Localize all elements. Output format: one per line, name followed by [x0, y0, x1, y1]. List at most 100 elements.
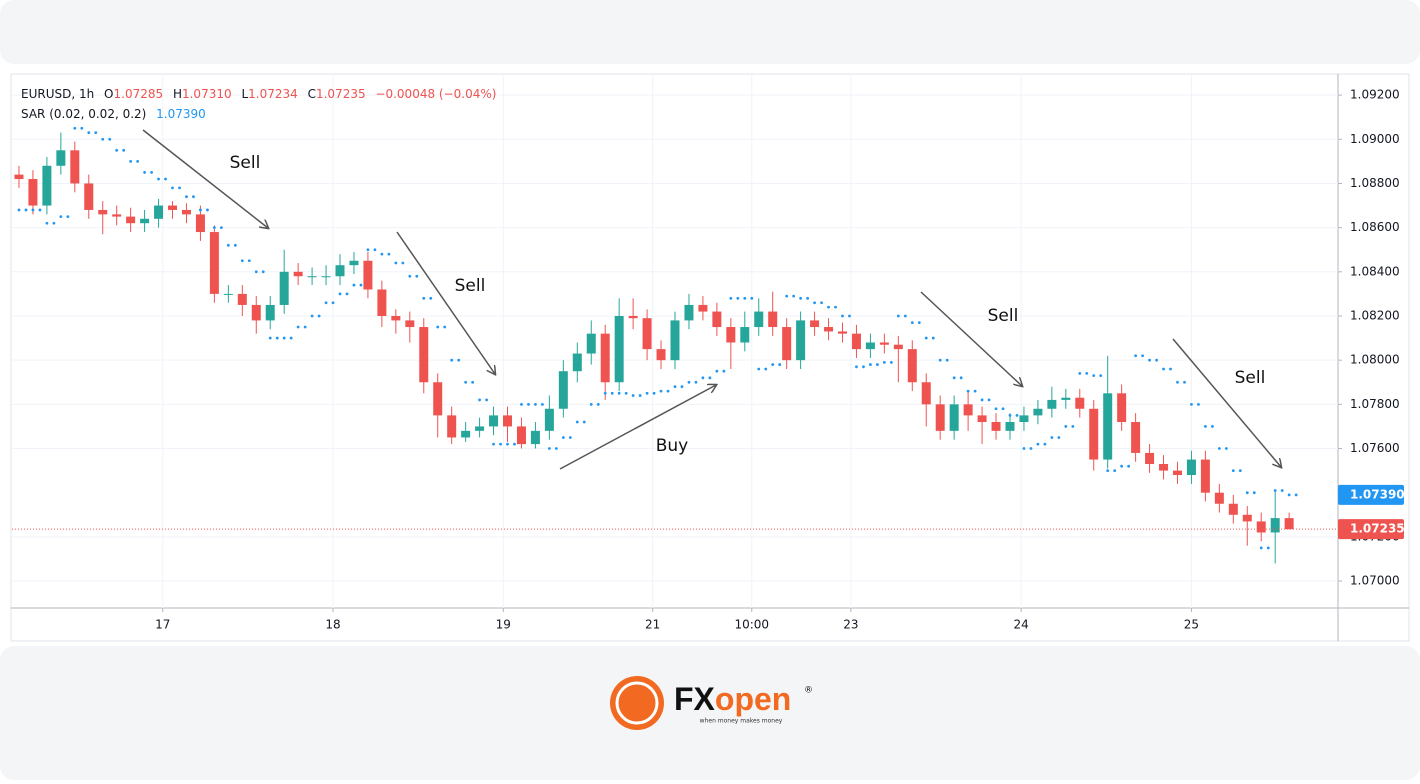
candle-body: [851, 333, 861, 350]
candle-body: [223, 293, 233, 295]
sar-dot: [464, 380, 468, 384]
sar-dot: [534, 402, 537, 406]
sar-dot: [952, 376, 956, 380]
sar-dot: [848, 314, 851, 318]
candle-body: [516, 426, 526, 445]
candle-body: [726, 327, 736, 343]
sar-dot: [261, 270, 265, 274]
sar-dot: [192, 195, 195, 199]
sar-dot: [722, 369, 726, 373]
sar-dot: [680, 385, 684, 389]
annotation-arrow: [1172, 338, 1281, 467]
candle-body: [28, 179, 38, 206]
sar-dot: [338, 292, 342, 296]
sar-dot: [1127, 464, 1131, 468]
candle-body: [307, 276, 317, 278]
sar-dot: [813, 301, 816, 305]
sar-dot: [1029, 447, 1033, 450]
sar-dot: [945, 358, 949, 362]
sar-dot: [568, 436, 572, 439]
sar-dot: [750, 296, 754, 300]
sar-dot: [687, 380, 691, 384]
sar-dot: [959, 376, 963, 380]
sar-dot: [24, 208, 28, 212]
change: −0.00048 (−0.04%): [375, 87, 496, 101]
sar-dot: [841, 314, 844, 318]
sar-dot: [624, 391, 628, 395]
sar-dot: [394, 261, 398, 265]
candle-body: [56, 150, 66, 166]
candle-body: [1117, 393, 1127, 423]
sar-dot: [122, 148, 126, 152]
sar-dot: [757, 367, 761, 371]
sar-dot: [938, 358, 942, 362]
candle-body: [865, 342, 875, 350]
brand: FXopen: [674, 681, 791, 717]
annotation-arrow: [920, 291, 1022, 386]
candle-body: [391, 315, 401, 321]
candle-body: [461, 430, 471, 438]
candle-body: [991, 422, 1001, 431]
candle-body: [837, 331, 847, 334]
candle-body: [405, 320, 415, 328]
ohlc-label: H: [173, 87, 182, 101]
brand-a: FX: [674, 681, 716, 717]
sar-dot: [17, 208, 21, 212]
sar-dot: [324, 301, 328, 305]
sar-dot: [806, 296, 810, 300]
sar-dot: [603, 391, 607, 395]
sar-dot: [366, 248, 370, 252]
sar-dot: [1148, 358, 1151, 362]
candle-body: [796, 320, 806, 361]
annotation: Sell: [1235, 368, 1266, 388]
sar-dot: [638, 394, 642, 397]
annotation: Buy: [656, 436, 689, 456]
sar-dot: [659, 389, 663, 393]
sar-dot: [827, 305, 830, 309]
sar-dot: [401, 261, 405, 265]
candle-body: [419, 327, 429, 383]
candle-body: [1131, 422, 1141, 453]
y-tick-label: 1.08000: [1350, 353, 1400, 367]
sar-dot: [282, 336, 286, 340]
sar-dot: [834, 305, 837, 309]
sar-dot: [1190, 402, 1193, 406]
sar-dot: [910, 321, 914, 325]
sar-dot: [924, 336, 928, 340]
x-tick-label: 17: [155, 618, 170, 632]
ohlc-value: 1.07235: [316, 87, 366, 101]
tagline: when money makes money: [700, 718, 783, 725]
chart-header: EURUSD, 1h O1.07285 H1.07310 L1.07234 C1…: [21, 87, 496, 101]
sar-dot: [331, 301, 335, 305]
sar-dot: [554, 447, 558, 450]
sar-dot: [422, 296, 426, 300]
sar-dot: [1106, 469, 1110, 473]
candle-body: [1047, 399, 1057, 409]
sar-dot: [66, 215, 70, 218]
sar-dot: [157, 177, 160, 181]
sar-dot: [1008, 413, 1012, 417]
sar-dot: [310, 314, 314, 318]
indicator-legend: SAR (0.02, 0.02, 0.2) 1.07390: [21, 107, 206, 121]
sar-dot: [1252, 491, 1256, 495]
sar-dot: [1085, 372, 1089, 375]
candle-body: [600, 333, 610, 383]
candle-body: [921, 382, 931, 405]
sar-dot: [129, 159, 133, 163]
sar-dot: [527, 402, 530, 406]
candle-body: [656, 349, 666, 361]
sar-dot: [1015, 413, 1019, 417]
candle-body: [1200, 459, 1210, 493]
sar-dot: [973, 389, 977, 393]
sar-dot: [247, 259, 251, 263]
sar-dot: [1141, 354, 1145, 358]
x-tick-label: 23: [843, 618, 858, 632]
sar-dot: [596, 402, 600, 406]
sar-dot: [931, 336, 935, 340]
y-tick-label: 1.08800: [1350, 176, 1400, 190]
price-tag: [1338, 484, 1404, 505]
annotation: Sell: [988, 306, 1019, 326]
sar-dot: [387, 252, 391, 256]
sar-dot: [617, 391, 621, 395]
sar-dot: [694, 380, 698, 384]
